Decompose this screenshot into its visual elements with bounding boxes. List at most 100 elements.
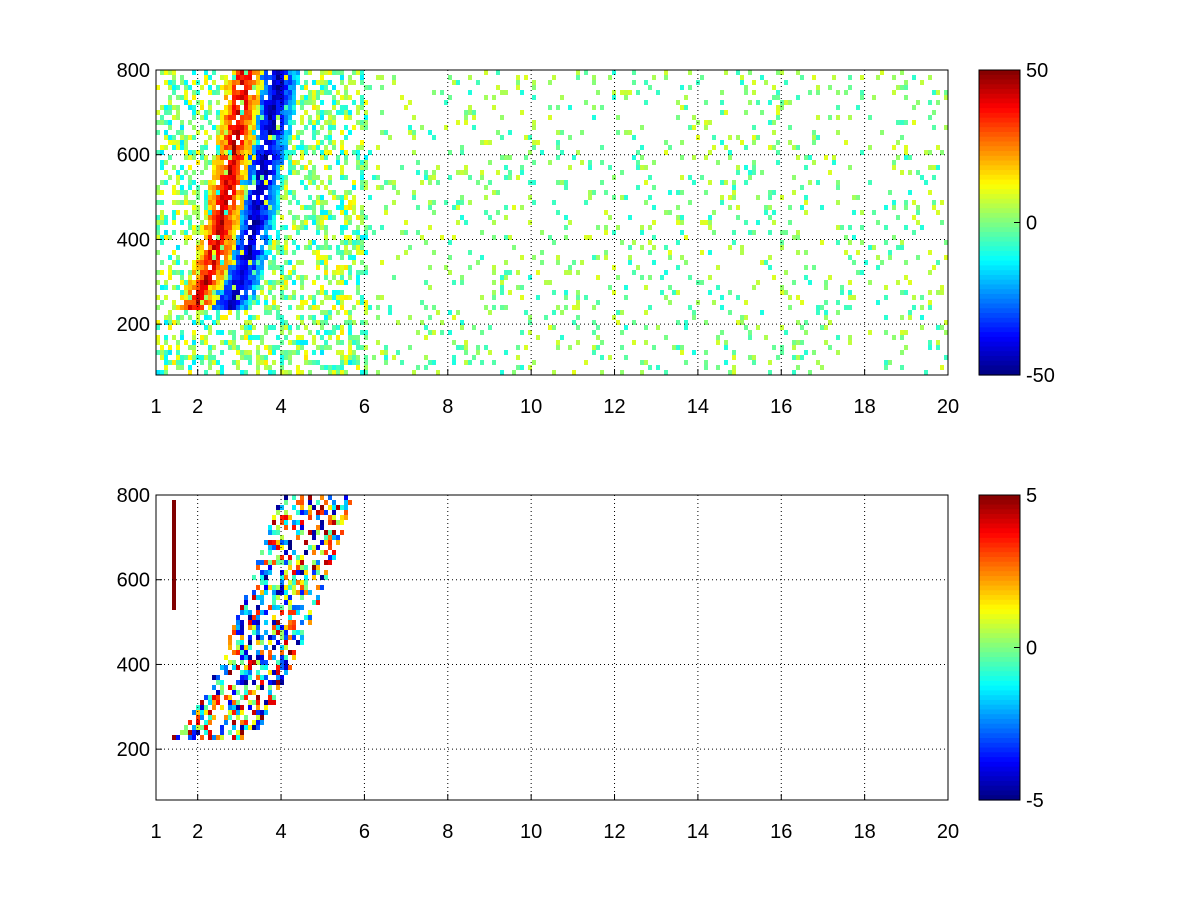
- colorbar-step: [979, 709, 1020, 715]
- colorbar-step: [979, 265, 1020, 271]
- colorbar-step: [979, 255, 1020, 262]
- colorbar-step: [979, 652, 1020, 658]
- colorbar-step: [979, 212, 1020, 219]
- colorbar-step: [979, 704, 1020, 711]
- x-tick-label: 8: [442, 396, 453, 418]
- colorbar-step: [979, 160, 1020, 166]
- colorbar-step: [979, 771, 1020, 777]
- x-tick-label: 14: [687, 821, 709, 843]
- colorbar-step: [979, 70, 1020, 76]
- colorbar-step: [979, 274, 1020, 281]
- colorbar-step: [979, 193, 1020, 200]
- colorbar-step: [979, 332, 1020, 338]
- y-tick-label: 600: [117, 145, 150, 167]
- y-tick-label: 400: [117, 654, 150, 676]
- colorbar-tick-label: 5: [1026, 485, 1037, 507]
- colorbar-step: [979, 628, 1020, 634]
- colorbar-step: [979, 547, 1020, 553]
- colorbar-step: [979, 571, 1020, 577]
- colorbar-step: [979, 327, 1020, 333]
- x-tick-label: 1: [150, 821, 161, 843]
- y-tick-label: 600: [117, 570, 150, 592]
- colorbar-step: [979, 747, 1020, 753]
- colorbar-step: [979, 174, 1020, 181]
- colorbar-step: [979, 723, 1020, 730]
- x-ticks: 1 2 4 6 8 10 12 14 16 18 20: [150, 794, 959, 843]
- x-tick-label: 10: [520, 821, 542, 843]
- x-tick-label: 8: [442, 821, 453, 843]
- colorbar-step: [979, 341, 1020, 348]
- colorbar-step: [979, 165, 1020, 171]
- colorbar-step: [979, 657, 1020, 663]
- colorbar-step: [979, 509, 1020, 515]
- colorbar-step: [979, 98, 1020, 104]
- colorbar-step: [979, 714, 1020, 720]
- colorbar-step: [979, 718, 1020, 725]
- colorbar-step: [979, 241, 1020, 247]
- colorbar-step: [979, 112, 1020, 119]
- colorbar-step: [979, 146, 1020, 152]
- colorbar-step: [979, 742, 1020, 749]
- colorbar-step: [979, 184, 1020, 190]
- colorbar-step: [979, 780, 1020, 787]
- colorbar-step: [979, 690, 1020, 696]
- colorbar-step: [979, 685, 1020, 691]
- colorbar-step: [979, 141, 1020, 147]
- colorbar-step: [979, 699, 1020, 706]
- colorbar-step: [979, 761, 1020, 768]
- colorbar-step: [979, 198, 1020, 205]
- colorbar-step: [979, 556, 1020, 563]
- colorbar-step: [979, 528, 1020, 534]
- heatmap-cells: [172, 495, 352, 740]
- colorbar-step: [979, 303, 1020, 309]
- x-tick-label: 6: [359, 821, 370, 843]
- colorbar-step: [979, 270, 1020, 276]
- colorbar-step: [979, 336, 1020, 343]
- colorbar-step: [979, 289, 1020, 295]
- colorbar-step: [979, 251, 1020, 257]
- colorbar-step: [979, 317, 1020, 324]
- colorbar-step: [979, 151, 1020, 157]
- y-tick-label: 800: [117, 485, 150, 507]
- y-tick-label: 800: [117, 60, 150, 82]
- colorbar-step: [979, 322, 1020, 328]
- x-tick-label: 14: [687, 396, 709, 418]
- colorbar-step: [979, 346, 1020, 352]
- colorbar-step: [979, 671, 1020, 677]
- colorbar-step: [979, 523, 1020, 529]
- colorbar-step: [979, 757, 1020, 763]
- colorbar-step: [979, 284, 1020, 290]
- colorbar-step: [979, 633, 1020, 639]
- colorbar-step: [979, 623, 1020, 630]
- colorbar-step: [979, 89, 1020, 95]
- colorbar-step: [979, 504, 1020, 510]
- colorbar-step: [979, 108, 1020, 114]
- colorbar-step: [979, 365, 1020, 371]
- colorbar-tick-label: -50: [1026, 365, 1055, 387]
- heatmap-cells: [156, 70, 948, 375]
- colorbar-step: [979, 79, 1020, 85]
- colorbar-step: [979, 661, 1020, 668]
- colorbar-step: [979, 136, 1020, 143]
- colorbar-tick-label: 0: [1026, 638, 1037, 660]
- colorbar-step: [979, 308, 1020, 314]
- colorbar-tick-label: 50: [1026, 60, 1048, 82]
- x-tick-label: 10: [520, 396, 542, 418]
- x-tick-label: 2: [192, 396, 203, 418]
- colorbar-step: [979, 728, 1020, 734]
- x-tick-label: 4: [275, 821, 286, 843]
- colorbar-step: [979, 518, 1020, 525]
- colorbar-step: [979, 117, 1020, 124]
- x-tick-label: 20: [937, 821, 959, 843]
- colorbar-step: [979, 599, 1020, 606]
- x-tick-label: 2: [192, 821, 203, 843]
- colorbar-step: [979, 84, 1020, 90]
- colorbar-step: [979, 595, 1020, 601]
- y-ticks: 200 400 600 800: [117, 485, 162, 761]
- colorbar-step: [979, 360, 1020, 367]
- colorbar-step: [979, 795, 1020, 801]
- colorbar-step: [979, 666, 1020, 672]
- colorbar: 5 0 -5: [978, 485, 1044, 812]
- grid: [156, 70, 948, 375]
